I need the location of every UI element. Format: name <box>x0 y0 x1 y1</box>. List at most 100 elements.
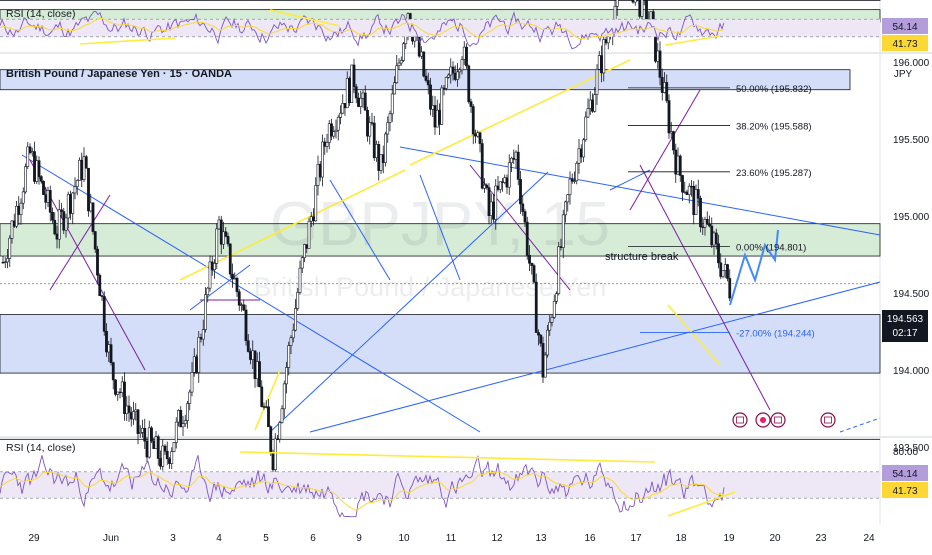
candle-body <box>571 179 573 181</box>
candle-body <box>108 345 110 352</box>
rsi-top-badge-2-text: 41.73 <box>892 39 917 50</box>
candle-body <box>146 441 148 457</box>
candle-body <box>600 56 602 73</box>
candle-body <box>587 108 589 117</box>
candle-body <box>339 113 341 117</box>
candle-body <box>420 52 422 56</box>
candle-body <box>247 341 249 352</box>
candle-body <box>36 161 38 182</box>
candle-body <box>668 101 670 133</box>
candle-body <box>639 0 641 16</box>
x-tick-label: 6 <box>310 533 316 544</box>
candle-body <box>49 190 51 212</box>
y-tick-label: 195.500 <box>893 135 930 146</box>
candle-body <box>218 220 220 229</box>
candle-body <box>555 294 557 302</box>
candle-body <box>276 439 278 440</box>
candle-body <box>67 194 69 217</box>
candle-body <box>704 219 706 227</box>
candle-body <box>427 80 429 84</box>
candle-body <box>112 363 114 380</box>
candle-body <box>553 301 555 317</box>
candle-body <box>715 233 717 244</box>
candle-body <box>634 0 636 2</box>
candle-body <box>479 133 481 144</box>
candle-body <box>11 221 13 238</box>
candle-body <box>213 263 215 269</box>
candle-body <box>567 195 569 202</box>
rsi-top-label[interactable]: RSI (14, close) <box>6 8 75 20</box>
candle-body <box>499 182 501 190</box>
candle-body <box>38 161 40 177</box>
calendar-event-icon <box>733 413 747 427</box>
candle-body <box>445 77 447 88</box>
candle-body <box>76 180 78 186</box>
candle-body <box>423 52 425 76</box>
rsi-bottom-label[interactable]: RSI (14, close) <box>6 442 75 454</box>
candle-body <box>369 123 371 137</box>
candle-body <box>225 232 227 237</box>
structure-break-label[interactable]: structure break <box>605 251 679 263</box>
candle-body <box>184 421 186 424</box>
candle-body <box>177 410 179 422</box>
candle-body <box>562 215 564 248</box>
candle-body <box>384 134 386 163</box>
candle-body <box>308 221 310 248</box>
candle-body <box>333 132 335 136</box>
price-axis[interactable]: 193.500194.000194.500195.000195.500196.0… <box>893 0 930 454</box>
candle-body <box>357 98 359 107</box>
candle-body <box>110 345 112 363</box>
event-icons[interactable] <box>733 413 835 427</box>
candle-body <box>497 186 499 189</box>
candle-body <box>78 160 80 180</box>
y-tick-label: 193.500 <box>893 443 930 454</box>
candle-body <box>54 220 56 234</box>
candle-body <box>173 442 175 451</box>
candle-body <box>335 130 337 132</box>
rsi-top-divergence-line <box>80 38 175 44</box>
candle-body <box>657 51 659 61</box>
candle-body <box>537 333 539 336</box>
rsi-bottom-badge-2-text: 41.73 <box>892 486 917 497</box>
rsi-top-badge-1-text: 54.14 <box>892 22 917 33</box>
candle-body <box>371 123 373 124</box>
candle-body <box>153 441 155 449</box>
candle-body <box>434 105 436 127</box>
candle-body <box>578 149 580 164</box>
candle-body <box>236 278 238 291</box>
candle-body <box>551 317 553 322</box>
rsi-bottom-divergence-line <box>240 452 655 462</box>
symbol-title[interactable]: British Pound / Japanese Yen · 15 · OAND… <box>6 68 232 80</box>
candle-body <box>56 234 58 239</box>
candle-body <box>393 83 395 94</box>
candle-body <box>182 424 184 427</box>
candle-body <box>326 142 328 146</box>
candle-body <box>155 437 157 449</box>
candle-body <box>695 189 697 214</box>
candle-body <box>729 278 731 298</box>
candle-body <box>288 346 290 368</box>
fib-retracement[interactable]: 50.00% (195.832)38.20% (195.588)23.60% (… <box>628 84 815 340</box>
candle-body <box>582 140 584 157</box>
candle-body <box>706 219 708 224</box>
candle-body <box>470 102 472 107</box>
candle-body <box>252 351 254 360</box>
candle-body <box>591 100 593 111</box>
candle-body <box>274 439 276 470</box>
candle-body <box>686 192 688 195</box>
x-tick-label: 18 <box>675 533 687 544</box>
candle-body <box>720 263 722 277</box>
candle-body <box>544 355 546 377</box>
candle-body <box>157 437 159 459</box>
candle-body <box>693 186 695 214</box>
last-price-text: 194.563 <box>887 314 924 325</box>
candle-body <box>47 190 49 202</box>
candle-body <box>666 82 668 100</box>
candle-body <box>306 245 308 249</box>
candle-body <box>141 428 143 432</box>
candle-body <box>726 265 728 279</box>
candle-body <box>506 178 508 187</box>
candle-body <box>711 226 713 245</box>
